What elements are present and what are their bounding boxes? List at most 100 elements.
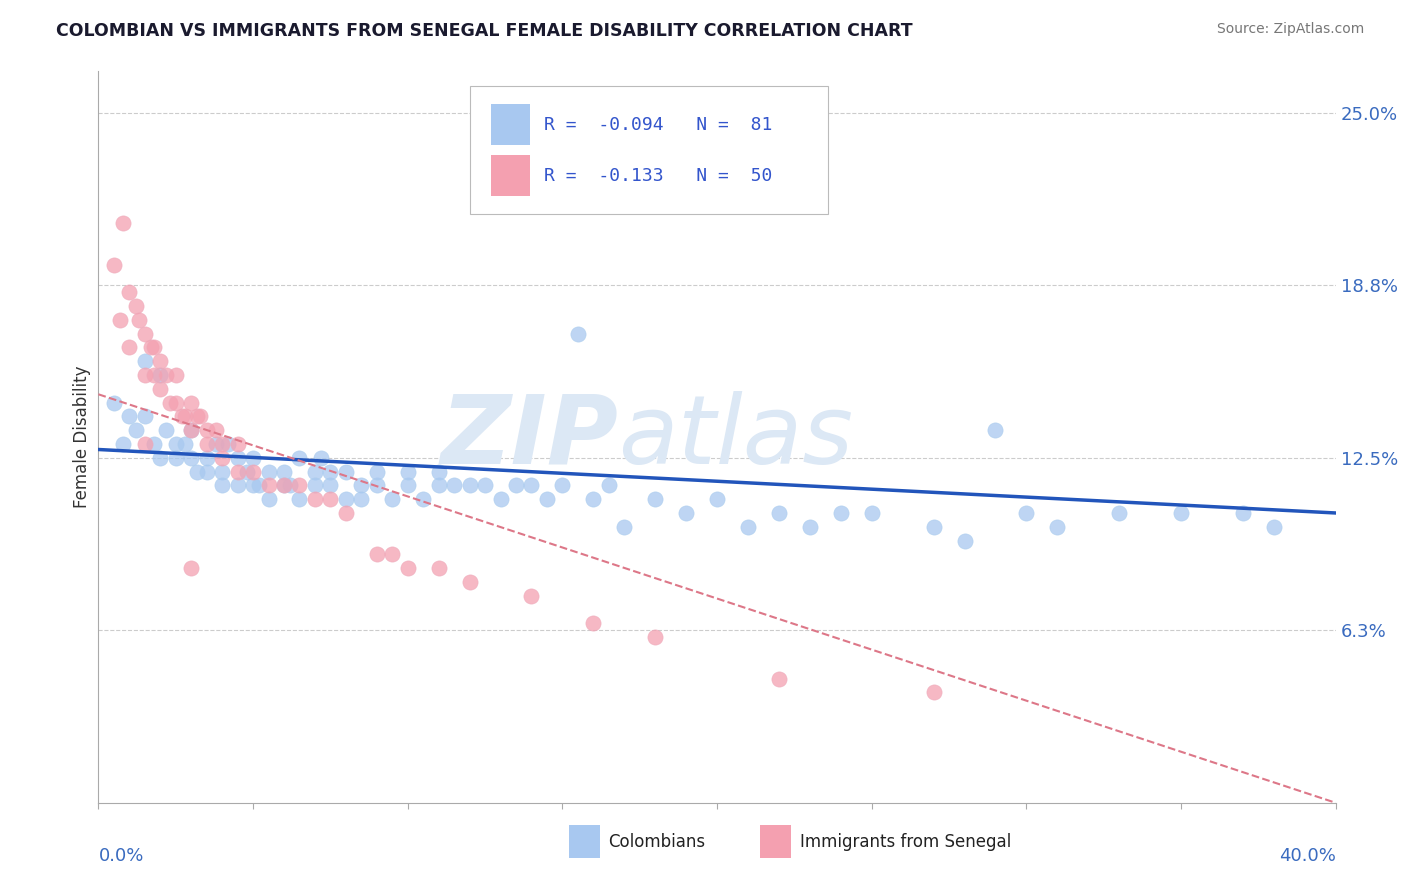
- Point: [288, 478, 311, 492]
- Point: [396, 478, 419, 492]
- Point: [180, 423, 202, 437]
- Point: [143, 368, 166, 382]
- Point: [180, 395, 202, 409]
- Point: [165, 450, 187, 465]
- Point: [922, 685, 945, 699]
- Point: [118, 340, 141, 354]
- Point: [278, 478, 301, 492]
- Point: [984, 423, 1007, 437]
- Point: [211, 465, 233, 479]
- Point: [350, 492, 373, 507]
- Point: [350, 478, 373, 492]
- Point: [211, 478, 233, 492]
- Text: Source: ZipAtlas.com: Source: ZipAtlas.com: [1216, 22, 1364, 37]
- Point: [458, 574, 481, 589]
- Point: [139, 340, 162, 354]
- Text: Colombians: Colombians: [609, 832, 706, 851]
- Point: [134, 326, 156, 341]
- Point: [180, 423, 202, 437]
- Point: [799, 520, 821, 534]
- Point: [536, 492, 558, 507]
- Point: [505, 478, 527, 492]
- Point: [768, 506, 790, 520]
- Point: [412, 492, 434, 507]
- Point: [474, 478, 496, 492]
- Point: [128, 312, 150, 326]
- Point: [953, 533, 976, 548]
- Point: [381, 548, 404, 562]
- Point: [520, 478, 543, 492]
- Point: [226, 450, 249, 465]
- Point: [155, 423, 177, 437]
- Point: [366, 548, 388, 562]
- Point: [134, 368, 156, 382]
- Point: [103, 258, 125, 272]
- Point: [186, 465, 208, 479]
- Point: [236, 465, 259, 479]
- Bar: [568, 825, 599, 858]
- Point: [174, 437, 197, 451]
- Point: [134, 437, 156, 451]
- Point: [118, 409, 141, 424]
- Point: [165, 368, 187, 382]
- Point: [211, 450, 233, 465]
- Point: [489, 492, 512, 507]
- Point: [1170, 506, 1192, 520]
- Point: [458, 478, 481, 492]
- Point: [165, 395, 187, 409]
- Point: [396, 561, 419, 575]
- Point: [1015, 506, 1038, 520]
- Point: [381, 492, 404, 507]
- Text: ZIP: ZIP: [440, 391, 619, 483]
- Point: [217, 437, 239, 451]
- Point: [124, 299, 146, 313]
- Point: [186, 409, 208, 424]
- Point: [582, 616, 605, 631]
- Point: [644, 630, 666, 644]
- Point: [304, 492, 326, 507]
- Point: [288, 492, 311, 507]
- Point: [149, 368, 172, 382]
- Point: [675, 506, 697, 520]
- Point: [155, 368, 177, 382]
- Point: [737, 520, 759, 534]
- Point: [427, 465, 450, 479]
- Point: [1046, 520, 1069, 534]
- Point: [195, 465, 218, 479]
- Point: [242, 465, 264, 479]
- Point: [174, 409, 197, 424]
- Point: [257, 492, 280, 507]
- Text: 0.0%: 0.0%: [98, 847, 143, 864]
- Point: [288, 450, 311, 465]
- Point: [149, 450, 172, 465]
- Text: COLOMBIAN VS IMMIGRANTS FROM SENEGAL FEMALE DISABILITY CORRELATION CHART: COLOMBIAN VS IMMIGRANTS FROM SENEGAL FEM…: [56, 22, 912, 40]
- Point: [1108, 506, 1130, 520]
- Text: R =  -0.094   N =  81: R = -0.094 N = 81: [544, 116, 772, 134]
- Point: [205, 437, 228, 451]
- Point: [257, 478, 280, 492]
- Text: atlas: atlas: [619, 391, 853, 483]
- Point: [273, 465, 295, 479]
- Point: [335, 492, 357, 507]
- Point: [830, 506, 852, 520]
- Point: [118, 285, 141, 300]
- Point: [226, 478, 249, 492]
- Point: [103, 395, 125, 409]
- Point: [195, 423, 218, 437]
- Point: [520, 589, 543, 603]
- Point: [195, 450, 218, 465]
- Bar: [761, 825, 792, 858]
- Point: [304, 478, 326, 492]
- Point: [706, 492, 728, 507]
- Point: [180, 450, 202, 465]
- Point: [598, 478, 620, 492]
- Point: [226, 465, 249, 479]
- Point: [335, 506, 357, 520]
- Point: [644, 492, 666, 507]
- Point: [242, 478, 264, 492]
- Point: [165, 437, 187, 451]
- Point: [112, 216, 135, 230]
- Point: [427, 561, 450, 575]
- Point: [149, 382, 172, 396]
- Point: [143, 340, 166, 354]
